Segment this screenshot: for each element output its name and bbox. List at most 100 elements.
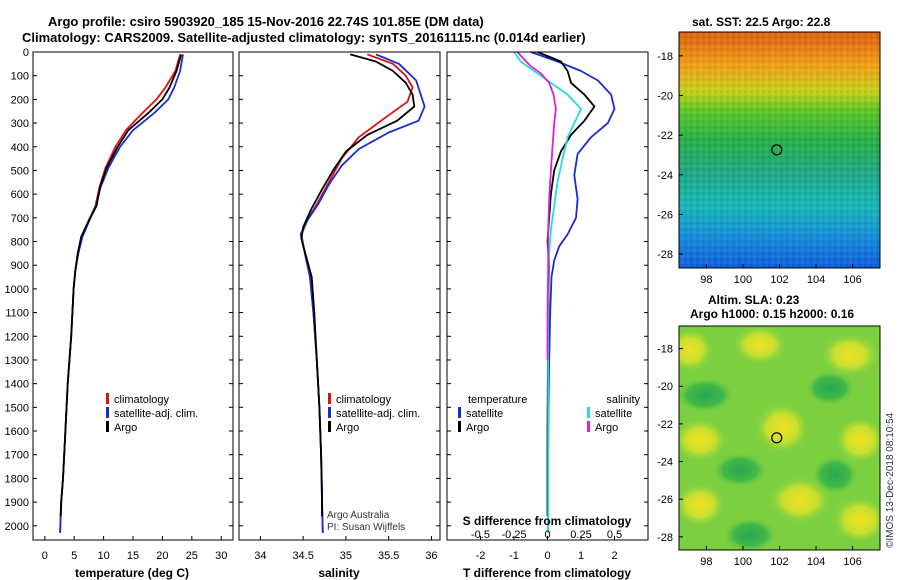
s-difference-ticklabel: 0	[544, 529, 550, 541]
series-line-argo	[300, 53, 416, 517]
salinity-x-ticks: 34 34.5 35 35.5 36	[254, 536, 438, 562]
series-line-argo	[516, 51, 557, 360]
sla-map-ticks: 98 100 102 104 106 -18 -20 -22 -24 -26 -28	[657, 344, 862, 568]
title-line-2: Climatology: CARS2009. Satellite-adjuste…	[22, 30, 586, 45]
x-ticklabel: 30	[215, 550, 227, 562]
imos-timestamp: ©IMOS 13-Dec-2018 08:10:54	[885, 412, 896, 548]
s-difference-ticklabel: -0.5	[471, 529, 490, 541]
legend-label-argo-sal: Argo	[595, 422, 618, 434]
temperature-panel: 0 5 10 15 20 25 30 temperature (deg C) climato…	[32, 51, 234, 580]
map-x-ticklabel: 98	[700, 274, 712, 286]
sla-map-subtitle: Argo h1000: 0.15 h2000: 0.16	[690, 307, 854, 321]
sst-map-ticks: 98 100 102 104 106 -18 -20 -22 -24 -26 -28	[657, 51, 862, 286]
map-x-ticklabel: 100	[734, 274, 752, 286]
depth-ticklabel: 300	[11, 118, 29, 130]
title-line-1: Argo profile: csiro 5903920_185 15-Nov-2…	[48, 14, 484, 29]
salinity-profile-lines	[299, 53, 426, 533]
depth-ticklabel: 900	[11, 260, 29, 272]
legend-swatch-sat-temp	[458, 407, 461, 418]
temperature-profile-lines	[59, 54, 184, 533]
s-difference-ticklabel: 0.25	[570, 529, 591, 541]
credit-line-2: PI: Susan Wijffels	[327, 522, 405, 533]
legend-label-sat-sal: satellite	[595, 408, 632, 420]
x-ticklabel: 1	[578, 550, 584, 562]
depth-ticklabel: 1700	[5, 450, 29, 462]
legend-swatch-argo	[106, 421, 109, 432]
salinity-legend: climatology satellite-adj. clim. Argo	[328, 393, 420, 434]
x-ticklabel: 25	[186, 550, 198, 562]
depth-ticklabel: 0	[23, 47, 29, 59]
x-ticklabel: 0	[42, 550, 48, 562]
legend-title-salinity: salinity	[606, 394, 640, 406]
legend-swatch-argo-sal	[587, 421, 590, 432]
series-line-argo	[59, 54, 183, 517]
depth-ticklabel: 700	[11, 213, 29, 225]
depth-ticklabel: 800	[11, 237, 29, 249]
map-y-ticklabel: -26	[657, 209, 673, 221]
temperature-xlabel: temperature (deg C)	[75, 566, 189, 580]
legend-label-satellite-adj: satellite-adj. clim.	[114, 408, 198, 420]
map-y-ticklabel: -22	[657, 419, 673, 431]
difference-x-ticks: -2 -1 0 1 2	[476, 536, 618, 562]
map-x-ticklabel: 102	[770, 556, 788, 568]
sst-argo-position-marker	[771, 144, 783, 156]
series-line-satellite-adj-clim-	[299, 53, 426, 533]
depth-ticklabel: 400	[11, 142, 29, 154]
x-ticklabel: -1	[509, 550, 519, 562]
temperature-legend: climatology satellite-adj. clim. Argo	[106, 393, 198, 434]
depth-ticklabel: 1600	[5, 426, 29, 438]
legend-swatch-sat-sal	[587, 407, 590, 418]
temperature-x-ticks: 0 5 10 15 20 25 30	[42, 536, 227, 562]
map-x-ticklabel: 106	[843, 274, 861, 286]
legend-label-argo-temp: Argo	[466, 422, 489, 434]
map-y-ticklabel: -28	[657, 532, 673, 544]
map-y-ticklabel: -24	[657, 457, 673, 469]
sla-map: 98 100 102 104 106 -18 -20 -22 -24 -26 -28	[657, 325, 881, 568]
x-ticklabel: 34	[254, 550, 266, 562]
legend-label-argo: Argo	[114, 422, 137, 434]
depth-ticklabel: 1800	[5, 473, 29, 485]
map-y-ticklabel: -22	[657, 130, 673, 142]
s-difference-ticklabel: -0.25	[501, 529, 526, 541]
sst-map: 98 100 102 104 106 -18 -20 -22 -24 -26 -28	[657, 31, 881, 286]
x-ticklabel: 15	[127, 550, 139, 562]
map-y-ticklabel: -20	[657, 381, 673, 393]
legend-label-climatology: climatology	[336, 394, 392, 406]
legend-label-climatology: climatology	[114, 394, 170, 406]
sla-map-blobs	[679, 326, 880, 550]
depth-ticklabel: 1300	[5, 355, 29, 367]
map-x-ticklabel: 98	[700, 556, 712, 568]
sst-map-texture	[679, 32, 880, 268]
depth-axis: 0 100 200 300 400 500 600 700 800 900 1000 1100 1200…	[5, 47, 648, 533]
legend-swatch-climatology	[106, 393, 109, 404]
credit-line-1: Argo Australia	[327, 510, 390, 521]
depth-ticklabel: 1000	[5, 284, 29, 296]
sst-map-title: sat. SST: 22.5 Argo: 22.8	[692, 15, 831, 29]
salinity-panel-frame	[238, 51, 441, 541]
s-difference-ticklabel: 0.5	[607, 529, 622, 541]
depth-ticklabel: 500	[11, 165, 29, 177]
sla-argo-position-marker	[771, 432, 783, 444]
depth-ticklabel: 2000	[5, 521, 29, 533]
map-y-ticklabel: -28	[657, 249, 673, 261]
legend-label-satellite-adj: satellite-adj. clim.	[336, 408, 420, 420]
series-line-argo	[537, 51, 596, 517]
map-y-ticklabel: -20	[657, 90, 673, 102]
legend-swatch-climatology	[328, 393, 331, 404]
legend-swatch-argo-temp	[458, 421, 461, 432]
legend-title-temperature: temperature	[468, 394, 527, 406]
map-y-ticklabel: -26	[657, 494, 673, 506]
x-ticklabel: 35	[340, 550, 352, 562]
x-ticklabel: 20	[156, 550, 168, 562]
depth-ticklabel: 1100	[5, 308, 29, 320]
series-line-climatology	[59, 54, 181, 533]
x-ticklabel: 36	[425, 550, 437, 562]
map-x-ticklabel: 106	[843, 556, 861, 568]
legend-swatch-satellite-adj	[106, 407, 109, 418]
map-x-ticklabel: 104	[807, 556, 825, 568]
series-line-climatology	[300, 53, 414, 533]
t-difference-xlabel: T difference from climatology	[463, 566, 631, 580]
s-difference-label: S difference from climatology	[463, 514, 632, 528]
salinity-panel: 34 34.5 35 35.5 36 salinity climatology sate…	[238, 51, 441, 580]
x-ticklabel: 10	[97, 550, 109, 562]
